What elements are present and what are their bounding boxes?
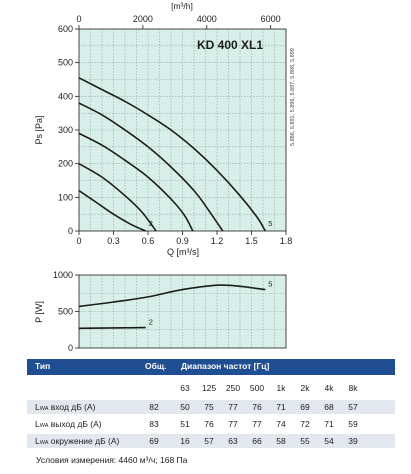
- row-value: 55: [300, 436, 310, 446]
- row-value: 71: [324, 419, 334, 429]
- row-value: 63: [228, 436, 238, 446]
- power-curve: [78, 284, 266, 308]
- frequency-row: 63 125 250 500 1k 2k 4k 8k: [27, 381, 395, 395]
- header-range: Диапазон частот [Гц]: [181, 361, 270, 371]
- x-tick-label: 0.6: [142, 236, 155, 246]
- x-tick-label: 1.2: [211, 236, 224, 246]
- header-type: Тип: [35, 361, 51, 371]
- row-value: 74: [276, 419, 286, 429]
- y-tick-label: 300: [58, 125, 73, 135]
- row-value: 77: [228, 419, 238, 429]
- row-value: 68: [324, 402, 334, 412]
- x2-tick-label: 4000: [197, 14, 217, 24]
- measurement-note: Условия измерения: 4460 м³/ч; 168 Па: [36, 455, 188, 465]
- row-value: 50: [180, 402, 190, 412]
- row-total: 83: [149, 419, 159, 429]
- row-value: 16: [180, 436, 190, 446]
- row-value: 76: [204, 419, 214, 429]
- table-row: LWA вход дБ (A) 82 50 75 77 76 71 69 68 …: [27, 400, 395, 414]
- x-axis-label: Q [m³/s]: [167, 247, 199, 257]
- x-tick-label: 0: [76, 236, 81, 246]
- y-tick-label: 200: [58, 159, 73, 169]
- table-header: Тип Общ. Диапазон частот [Гц]: [27, 359, 395, 375]
- row-value: 57: [204, 436, 214, 446]
- y-tick-label: 0: [68, 226, 73, 236]
- pressure-curve: [78, 102, 224, 232]
- curve-label: 2: [149, 219, 153, 228]
- y-tick-label: 400: [58, 91, 73, 101]
- freq-500: 500: [249, 383, 265, 393]
- x2-tick-label: 2000: [133, 14, 153, 24]
- curve-label: 2: [149, 318, 153, 327]
- model-codes: 5.886, 5.891, 5.896, 5.897, 5.898, 5.899: [290, 36, 300, 146]
- y-tick-label: 600: [58, 24, 73, 34]
- y-tick-label: 500: [58, 58, 73, 68]
- row-value: 77: [252, 419, 262, 429]
- x2-tick-label: 0: [76, 14, 81, 24]
- row-value: 76: [252, 402, 262, 412]
- row-label: LWA окружение дБ (A): [35, 436, 120, 446]
- row-label: LWA выход дБ (A): [35, 419, 102, 429]
- freq-4k: 4k: [324, 383, 334, 393]
- x-tick-label: 0.9: [176, 236, 189, 246]
- curve-label: 5: [268, 219, 272, 228]
- row-value: 77: [228, 402, 238, 412]
- row-label: LWA вход дБ (A): [35, 402, 96, 412]
- row-total: 69: [149, 436, 159, 446]
- y-tick-label: 500: [58, 307, 73, 317]
- row-value: 66: [252, 436, 262, 446]
- row-value: 58: [276, 436, 286, 446]
- table-row: LWA выход дБ (A) 83 51 76 77 77 74 72 71…: [27, 417, 395, 431]
- row-total: 82: [149, 402, 159, 412]
- freq-8k: 8k: [348, 383, 358, 393]
- freq-63: 63: [180, 383, 190, 393]
- row-value: 57: [348, 402, 358, 412]
- x-tick-label: 1.8: [280, 236, 293, 246]
- freq-1k: 1k: [276, 383, 286, 393]
- pressure-curve: [78, 77, 266, 232]
- y-tick-label: 0: [68, 343, 73, 353]
- pressure-curve: [78, 132, 194, 232]
- row-value: 54: [324, 436, 334, 446]
- curve-label: 5: [268, 280, 272, 289]
- row-value: 39: [348, 436, 358, 446]
- freq-250: 250: [225, 383, 241, 393]
- y-axis-label: Ps [Pa]: [34, 115, 44, 144]
- row-value: 69: [300, 402, 310, 412]
- power-chart: 0 500 1000 P [W] 5 2: [34, 270, 287, 353]
- y-tick-label: 1000: [53, 270, 73, 280]
- row-value: 75: [204, 402, 214, 412]
- row-value: 72: [300, 419, 310, 429]
- chart-title: KD 400 XL1: [197, 38, 263, 52]
- row-value: 71: [276, 402, 286, 412]
- row-value: 51: [180, 419, 190, 429]
- x2-tick-label: 6000: [261, 14, 281, 24]
- row-value: 59: [348, 419, 358, 429]
- x2-axis-label: [m³/h]: [171, 1, 193, 11]
- freq-125: 125: [201, 383, 217, 393]
- header-total: Общ.: [145, 361, 167, 371]
- freq-2k: 2k: [300, 383, 310, 393]
- x-tick-label: 0.3: [107, 236, 120, 246]
- y-tick-label: 100: [58, 192, 73, 202]
- y-axis-label: P [W]: [34, 301, 44, 323]
- model-codes-text: 5.886, 5.891, 5.896, 5.897, 5.898, 5.899: [290, 48, 296, 146]
- x-tick-label: 1.5: [245, 236, 258, 246]
- power-curve: [78, 326, 146, 330]
- pressure-curve: [78, 163, 157, 232]
- pressure-curve: [78, 189, 147, 232]
- table-row: LWA окружение дБ (A) 69 16 57 63 66 58 5…: [27, 434, 395, 448]
